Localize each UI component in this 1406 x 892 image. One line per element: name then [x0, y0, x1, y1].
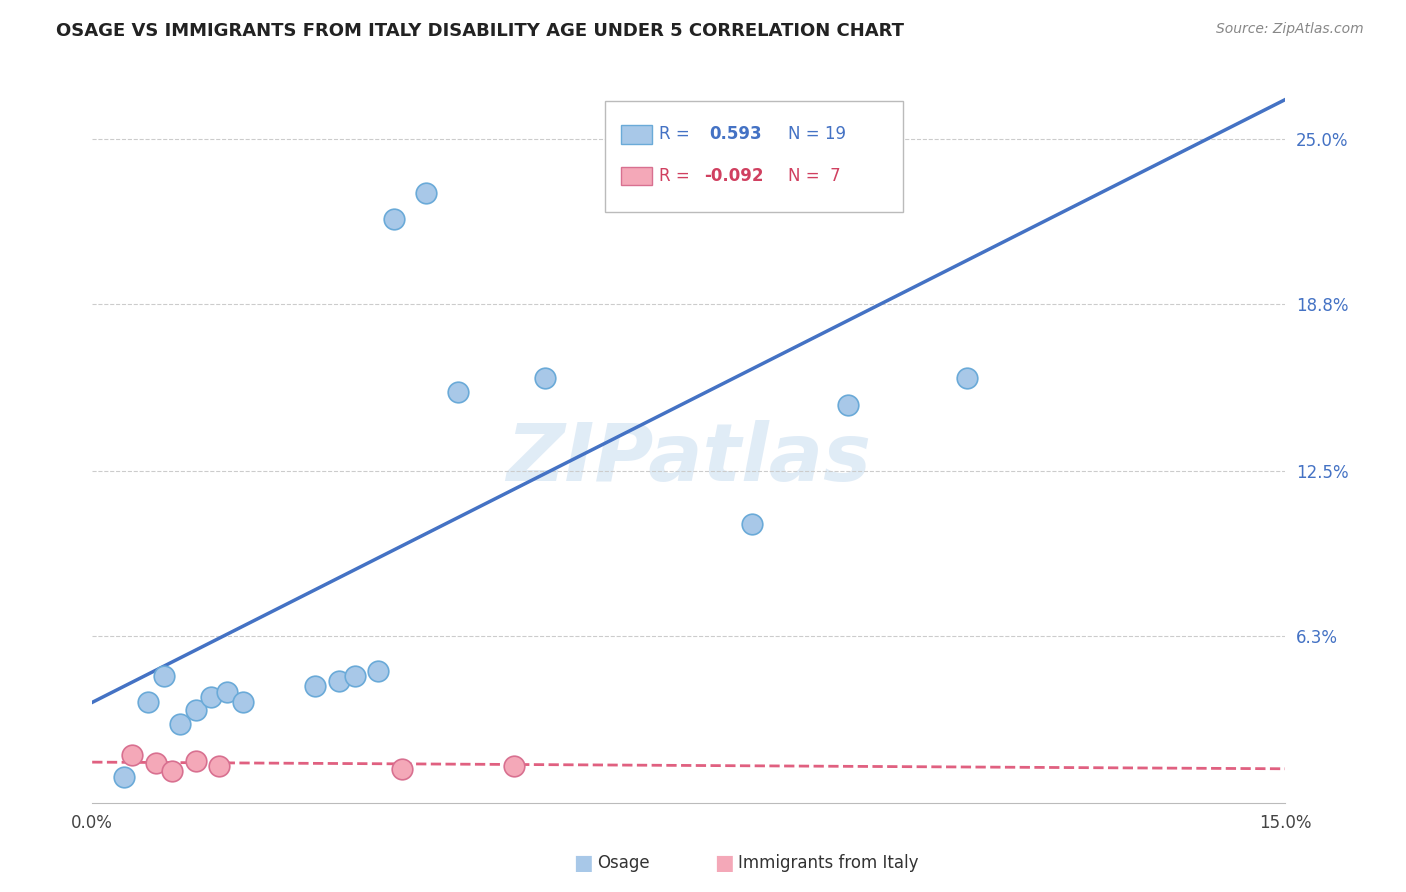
Point — [502, 759, 524, 773]
Text: Osage: Osage — [598, 855, 650, 872]
Point — [232, 695, 254, 709]
Point — [837, 398, 859, 412]
Text: N =  7: N = 7 — [787, 167, 841, 185]
Point — [208, 759, 231, 773]
Point — [121, 748, 143, 763]
Text: ■: ■ — [574, 854, 593, 873]
FancyBboxPatch shape — [620, 167, 651, 186]
Point — [136, 695, 159, 709]
Text: OSAGE VS IMMIGRANTS FROM ITALY DISABILITY AGE UNDER 5 CORRELATION CHART: OSAGE VS IMMIGRANTS FROM ITALY DISABILIT… — [56, 22, 904, 40]
Point — [184, 703, 207, 717]
Point — [382, 212, 405, 227]
Point — [391, 762, 413, 776]
Text: N = 19: N = 19 — [787, 126, 845, 144]
Point — [534, 371, 557, 385]
Point — [367, 664, 389, 678]
Text: ZIPatlas: ZIPatlas — [506, 420, 872, 498]
Point — [343, 669, 366, 683]
Point — [184, 754, 207, 768]
Point — [415, 186, 437, 200]
Point — [304, 680, 326, 694]
Point — [160, 764, 183, 779]
FancyBboxPatch shape — [605, 101, 903, 211]
Point — [328, 674, 350, 689]
Point — [112, 770, 135, 784]
Text: -0.092: -0.092 — [704, 167, 763, 185]
Point — [152, 669, 174, 683]
Text: Immigrants from Italy: Immigrants from Italy — [738, 855, 918, 872]
Point — [169, 716, 191, 731]
Point — [741, 517, 763, 532]
Text: 0.593: 0.593 — [709, 126, 762, 144]
Point — [956, 371, 979, 385]
Text: R =: R = — [659, 167, 689, 185]
Point — [447, 384, 470, 399]
Point — [145, 756, 167, 771]
Text: ■: ■ — [714, 854, 734, 873]
Point — [217, 685, 239, 699]
FancyBboxPatch shape — [620, 125, 651, 144]
Point — [200, 690, 222, 704]
Text: Source: ZipAtlas.com: Source: ZipAtlas.com — [1216, 22, 1364, 37]
Text: R =: R = — [659, 126, 689, 144]
